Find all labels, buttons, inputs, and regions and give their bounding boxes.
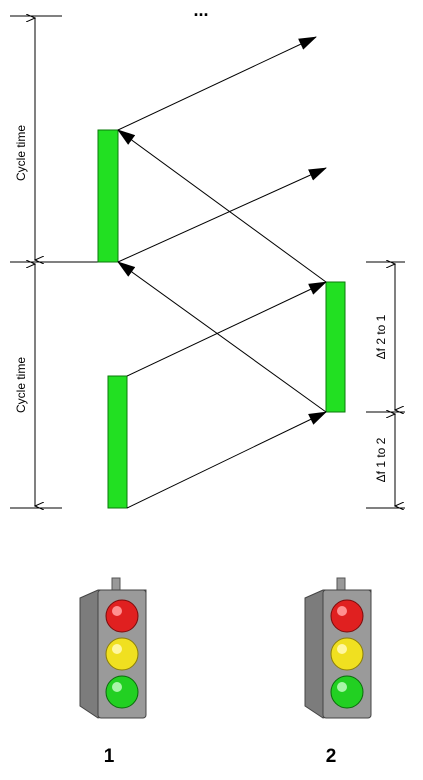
yellow-lamp-icon bbox=[330, 637, 364, 671]
arrow-band1-top-to-band2 bbox=[126, 281, 327, 377]
signal-1-label: 1 bbox=[104, 746, 115, 767]
delta-f-1-to-2-label: Δf 1 to 2 bbox=[374, 437, 388, 482]
green-lamp-icon bbox=[105, 675, 139, 709]
delta-f-2-to-1-label: Δf 2 to 1 bbox=[374, 314, 388, 359]
traffic-light-1 bbox=[79, 577, 147, 719]
arrow-band2-top-to-band1 bbox=[117, 129, 327, 283]
arrow-band2-bottom-to-band1 bbox=[117, 261, 327, 413]
signal-2-label: 2 bbox=[326, 746, 337, 767]
progression-arrows bbox=[117, 36, 327, 509]
yellow-lamp-highlight bbox=[112, 644, 122, 654]
right-dimension: Δf 2 to 1 Δf 1 to 2 bbox=[366, 262, 405, 508]
green-lamp-highlight bbox=[112, 682, 122, 692]
red-lamp-highlight bbox=[337, 606, 347, 616]
green-lamp-highlight bbox=[337, 682, 347, 692]
red-lamp-highlight bbox=[112, 606, 122, 616]
green-bands bbox=[97, 129, 346, 509]
arrow-upper-band-top-out bbox=[117, 36, 317, 131]
green-band-signal-1-lower bbox=[107, 375, 128, 509]
yellow-lamp-highlight bbox=[337, 644, 347, 654]
left-dimension: Cycle time Cycle time bbox=[10, 16, 100, 508]
traffic-light-2 bbox=[304, 577, 372, 719]
top-ellipsis: ... bbox=[193, 0, 208, 20]
red-lamp-icon bbox=[330, 599, 364, 633]
arrow-upper-band-bottom-out bbox=[117, 167, 327, 263]
cycle-time-label-upper: Cycle time bbox=[14, 125, 28, 181]
arrow-band1-bottom-to-band2 bbox=[126, 411, 327, 509]
green-lamp-icon bbox=[330, 675, 364, 709]
green-band-signal-2 bbox=[325, 281, 346, 413]
cycle-time-label-lower: Cycle time bbox=[14, 357, 28, 413]
green-band-signal-1-upper bbox=[97, 129, 119, 263]
red-lamp-icon bbox=[105, 599, 139, 633]
yellow-lamp-icon bbox=[105, 637, 139, 671]
